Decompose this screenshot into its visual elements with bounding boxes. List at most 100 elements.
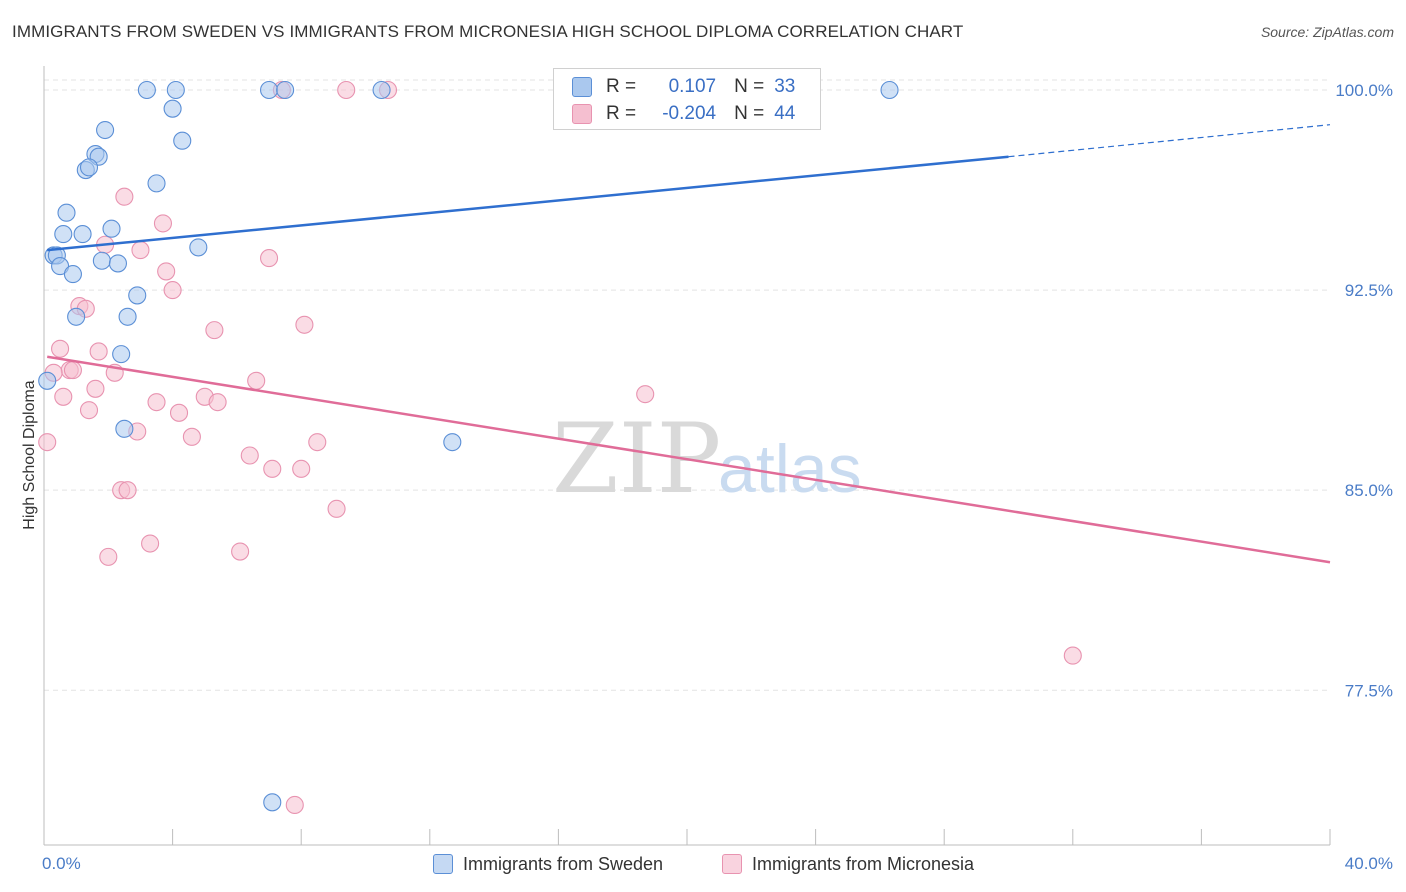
r-value: -0.204 <box>662 103 717 124</box>
sweden-point <box>67 307 86 326</box>
source-label: Source: ZipAtlas.com <box>1260 24 1394 40</box>
sweden-point <box>79 158 99 177</box>
grid-lines <box>44 79 1330 691</box>
micronesia-point <box>327 499 346 518</box>
micronesia-point <box>263 459 282 478</box>
micronesia-point <box>79 401 99 420</box>
micronesia-point <box>231 542 250 561</box>
sweden-point <box>57 203 76 222</box>
sweden-point <box>38 371 57 390</box>
sweden-point <box>115 419 134 438</box>
sweden-trend-extension <box>1008 124 1331 158</box>
micronesia-point <box>99 547 118 566</box>
watermark-atlas: atlas <box>718 431 862 507</box>
micronesia-point <box>259 249 279 268</box>
micronesia-point <box>63 361 82 380</box>
micronesia-point <box>115 187 134 206</box>
sweden-point <box>108 254 127 273</box>
sweden-legend-label: Immigrants from Sweden <box>463 853 664 874</box>
r-label: R = <box>606 76 637 97</box>
micronesia-point <box>182 427 201 446</box>
legend-item-micronesia: Immigrants from Micronesia <box>722 852 974 876</box>
y-tick-label: 100.0% <box>1335 81 1393 100</box>
legend-row-micronesia: R = -0.204 N = 44 <box>572 102 795 126</box>
micronesia-points <box>38 80 1082 815</box>
micronesia-point <box>147 393 166 412</box>
micronesia-swatch <box>572 104 592 124</box>
micronesia-point <box>157 262 176 281</box>
trend-lines <box>47 124 1331 564</box>
sweden-point <box>259 80 279 100</box>
sweden-point <box>163 99 182 118</box>
sweden-point <box>137 80 156 100</box>
tick-labels: 100.0% 92.5% 85.0% 77.5% 0.0% 40.0% <box>42 81 1393 873</box>
micronesia-legend-swatch <box>722 854 742 874</box>
sweden-point <box>96 120 115 140</box>
sweden-point <box>147 174 166 193</box>
micronesia-point <box>51 339 70 358</box>
sweden-point <box>54 225 73 244</box>
n-value: 33 <box>774 76 796 97</box>
sweden-point <box>276 80 295 100</box>
micronesia-point <box>308 433 327 452</box>
legend-row-sweden: R = 0.107 N = 33 <box>572 75 795 99</box>
sweden-point <box>173 131 192 150</box>
sweden-point <box>73 225 92 244</box>
sweden-trend-line <box>47 155 1009 252</box>
sweden-point <box>128 286 147 305</box>
micronesia-point <box>163 281 182 300</box>
micronesia-point <box>141 534 160 553</box>
micronesia-legend-label: Immigrants from Micronesia <box>752 853 975 874</box>
micronesia-point <box>1063 646 1082 665</box>
sweden-point <box>263 793 282 812</box>
chart-title: IMMIGRANTS FROM SWEDEN VS IMMIGRANTS FRO… <box>12 22 964 41</box>
sweden-point <box>51 257 70 276</box>
legend-item-sweden: Immigrants from Sweden <box>433 852 663 876</box>
micronesia-point <box>205 321 224 340</box>
micronesia-point <box>337 80 356 100</box>
sweden-swatch <box>572 77 592 97</box>
micronesia-point <box>54 387 73 406</box>
sweden-point <box>372 80 391 100</box>
y-tick-label: 92.5% <box>1345 281 1393 300</box>
sweden-points <box>38 80 899 812</box>
n-value: 44 <box>774 103 796 124</box>
micronesia-point <box>247 371 266 390</box>
micronesia-point <box>153 214 173 233</box>
x-tick-label: 0.0% <box>42 854 81 873</box>
micronesia-point <box>89 342 108 361</box>
micronesia-point <box>285 795 304 815</box>
sweden-point <box>880 80 899 100</box>
n-label: N = <box>734 103 765 124</box>
stats-legend: R = 0.107 N = 33 R = -0.204 N = 44 <box>553 68 821 130</box>
micronesia-point <box>118 481 137 500</box>
micronesia-point <box>169 403 189 422</box>
micronesia-point <box>292 459 311 478</box>
micronesia-trend-line <box>47 355 1331 564</box>
micronesia-point <box>38 433 57 452</box>
sweden-point <box>189 238 208 257</box>
micronesia-point <box>240 446 259 465</box>
n-label: N = <box>734 76 765 97</box>
micronesia-point <box>636 385 655 404</box>
sweden-point <box>166 80 185 100</box>
watermark-zip: ZIP <box>552 403 721 515</box>
sweden-point <box>92 251 111 270</box>
micronesia-point <box>86 379 105 398</box>
sweden-point <box>118 307 137 326</box>
sweden-point <box>102 219 121 238</box>
sweden-point <box>63 265 82 284</box>
sweden-point <box>443 433 462 452</box>
axes <box>43 66 1331 846</box>
x-tick-label: 40.0% <box>1345 854 1393 873</box>
sweden-legend-swatch <box>433 854 453 874</box>
y-tick-label: 77.5% <box>1345 681 1393 700</box>
r-label: R = <box>606 103 637 124</box>
micronesia-point <box>295 315 314 334</box>
watermark: ZIP atlas <box>552 403 862 515</box>
micronesia-point <box>131 241 150 260</box>
r-value: 0.107 <box>668 76 717 97</box>
sweden-point <box>112 345 131 364</box>
y-axis-label: High School Diploma <box>21 380 38 530</box>
